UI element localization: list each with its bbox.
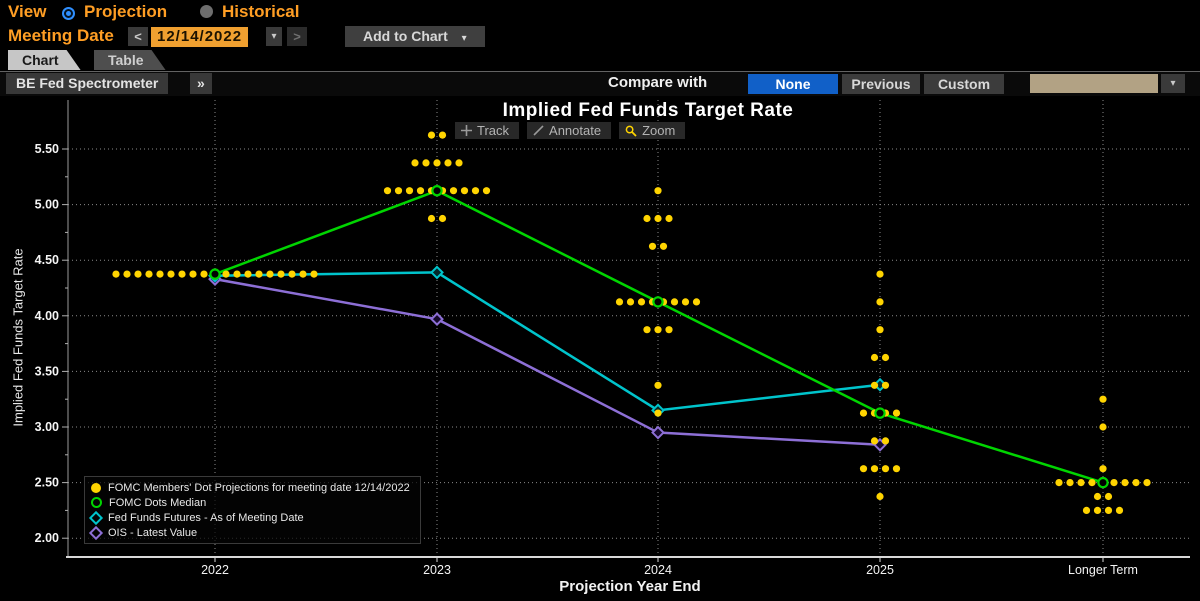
- zoom-button[interactable]: Zoom: [619, 122, 686, 139]
- svg-text:2025: 2025: [866, 563, 894, 577]
- axis-tick-labels: 5.50 5.00 4.50 4.00 3.50 3.00 2.50 2.00 2022 2023…: [35, 142, 1138, 577]
- compare-with-label: Compare with: [608, 74, 708, 91]
- svg-text:3.50: 3.50: [35, 364, 59, 378]
- view-label: View: [8, 2, 47, 21]
- dot-projections: [112, 131, 1151, 514]
- compare-previous-button[interactable]: Previous: [842, 74, 920, 94]
- zoom-magnifier-icon: [625, 125, 637, 137]
- median-line: [214, 189, 1104, 484]
- date-dropdown-caret[interactable]: ▾: [266, 27, 282, 46]
- legend-label: OIS - Latest Value: [108, 526, 198, 539]
- annotate-pencil-icon: [533, 125, 544, 136]
- axes: [62, 100, 1190, 562]
- legend-label: FOMC Dots Median: [109, 496, 207, 509]
- track-crosshair-icon: [461, 125, 472, 136]
- legend-item-fomc-median: FOMC Dots Median: [91, 495, 410, 510]
- purple-diamond-marker-icon: [88, 525, 104, 540]
- add-to-chart-label: Add to Chart: [363, 28, 448, 44]
- meeting-date-row: Meeting Date < 12/14/2022 ▾ > Add to Cha…: [0, 26, 1200, 48]
- source-title: BE Fed Spectrometer: [6, 73, 169, 94]
- historical-radio-label[interactable]: Historical: [222, 2, 300, 21]
- svg-text:3.00: 3.00: [35, 420, 59, 434]
- chart-legend: FOMC Members' Dot Projections for meetin…: [84, 476, 421, 544]
- zoom-label: Zoom: [642, 123, 676, 138]
- meeting-date-label: Meeting Date: [8, 26, 114, 45]
- prev-date-button[interactable]: <: [128, 27, 148, 46]
- legend-item-fed-funds-futures: Fed Funds Futures - As of Meeting Date: [88, 510, 410, 525]
- legend-item-ois: OIS - Latest Value: [88, 525, 410, 540]
- chart-tools: Track Annotate Zoom: [455, 122, 686, 139]
- ois-series: [208, 272, 887, 452]
- svg-text:4.50: 4.50: [35, 253, 59, 267]
- add-to-chart-caret: ▾: [461, 33, 467, 44]
- annotate-label: Annotate: [549, 123, 602, 138]
- svg-text:2.00: 2.00: [35, 531, 59, 545]
- custom-compare-caret[interactable]: ▾: [1161, 74, 1185, 93]
- svg-text:2023: 2023: [423, 563, 451, 577]
- custom-compare-select[interactable]: [1030, 74, 1158, 93]
- svg-text:2.50: 2.50: [35, 476, 59, 490]
- svg-text:2024: 2024: [644, 563, 672, 577]
- tab-table[interactable]: Table: [94, 50, 166, 70]
- tab-bar: Chart Table: [0, 50, 1200, 70]
- green-ring-marker-icon: [91, 497, 102, 508]
- median-markers: [209, 184, 1109, 489]
- tab-chart[interactable]: Chart: [8, 50, 81, 70]
- compare-custom-button[interactable]: Custom: [924, 74, 1004, 94]
- projection-radio-label[interactable]: Projection: [84, 2, 168, 21]
- svg-text:2022: 2022: [201, 563, 229, 577]
- next-date-button[interactable]: >: [287, 27, 307, 46]
- chart-title: Implied Fed Funds Target Rate: [502, 100, 794, 121]
- futures-series: [208, 265, 887, 418]
- compare-none-button[interactable]: None: [748, 74, 838, 94]
- track-label: Track: [477, 123, 510, 138]
- legend-label: FOMC Members' Dot Projections for meetin…: [108, 481, 410, 494]
- annotate-button[interactable]: Annotate: [527, 122, 612, 139]
- projection-radio[interactable]: [62, 7, 75, 20]
- historical-radio[interactable]: [200, 5, 213, 18]
- x-axis-title: Projection Year End: [559, 578, 701, 595]
- add-to-chart-button[interactable]: Add to Chart ▾: [345, 26, 485, 47]
- meeting-date-input[interactable]: 12/14/2022: [151, 27, 249, 47]
- svg-text:Longer Term: Longer Term: [1068, 563, 1138, 577]
- chart-toolbar-strip: BE Fed Spectrometer » Compare with None …: [0, 71, 1200, 96]
- legend-label: Fed Funds Futures - As of Meeting Date: [108, 511, 304, 524]
- yellow-dot-marker-icon: [91, 482, 101, 493]
- cyan-diamond-marker-icon: [88, 510, 104, 525]
- svg-text:4.00: 4.00: [35, 309, 59, 323]
- svg-text:5.50: 5.50: [35, 142, 59, 156]
- expand-panel-button[interactable]: »: [190, 73, 212, 94]
- view-row: View Projection Historical: [0, 2, 1200, 24]
- y-axis-title: Implied Fed Funds Target Rate: [10, 248, 26, 427]
- legend-item-dot-projections: FOMC Members' Dot Projections for meetin…: [91, 480, 410, 495]
- svg-text:5.00: 5.00: [35, 198, 59, 212]
- track-button[interactable]: Track: [455, 122, 520, 139]
